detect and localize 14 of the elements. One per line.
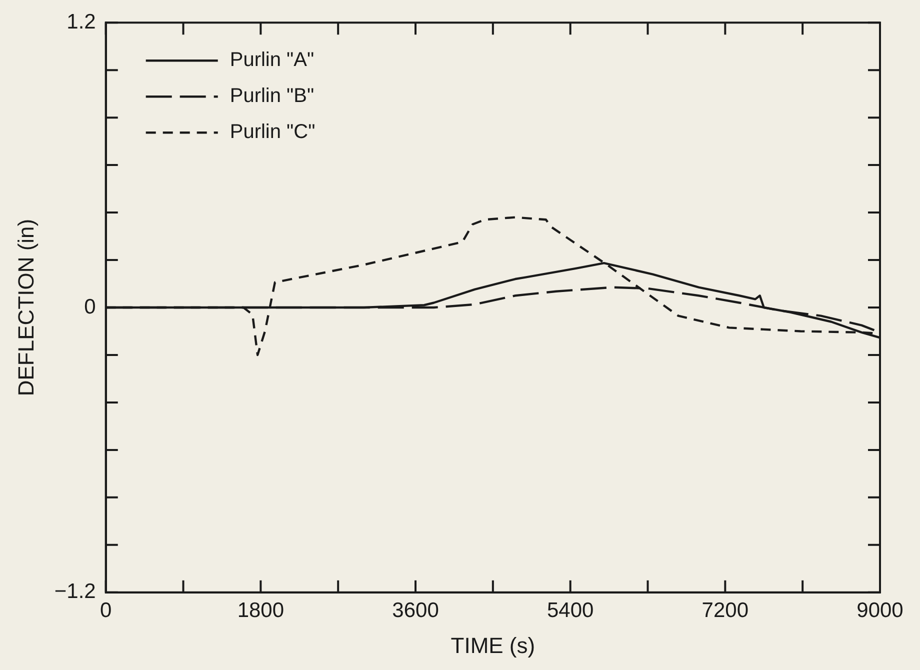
legend-label: Purlin "A" bbox=[230, 49, 314, 72]
x-tick-label: 7200 bbox=[702, 598, 749, 622]
y-axis-title: DEFLECTION (in) bbox=[13, 218, 38, 396]
y-tick-label: 1.2 bbox=[66, 10, 96, 34]
x-tick-label: 5400 bbox=[546, 598, 594, 622]
legend-label: Purlin "C" bbox=[230, 121, 316, 144]
y-tick-label: 0 bbox=[84, 295, 96, 318]
y-tick-label: −1.2 bbox=[54, 580, 96, 604]
x-axis-title: TIME (s) bbox=[450, 632, 536, 658]
x-tick-label: 1800 bbox=[237, 598, 284, 622]
x-tick-label: 3600 bbox=[392, 598, 439, 622]
x-tick-label: 9000 bbox=[856, 598, 904, 622]
legend-label: Purlin "B" bbox=[230, 85, 314, 108]
x-tick-label: 0 bbox=[100, 598, 112, 622]
